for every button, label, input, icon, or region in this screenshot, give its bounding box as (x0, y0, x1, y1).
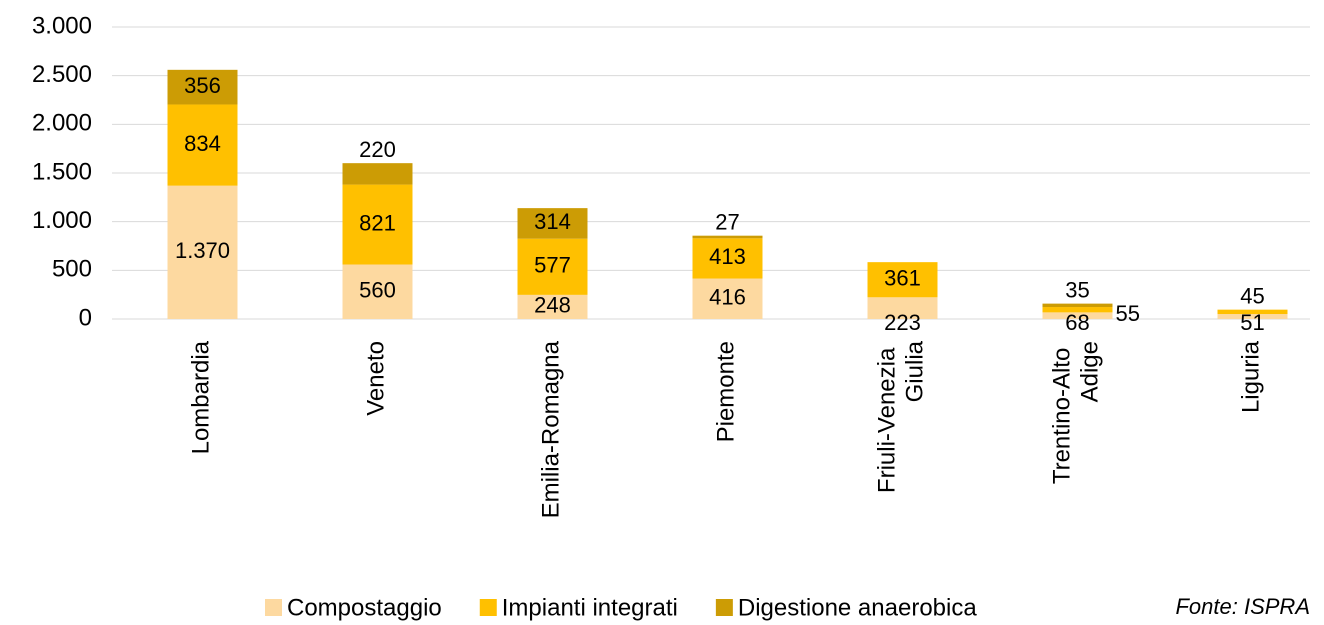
x-tick-label: Emilia-Romagna (538, 340, 565, 518)
data-label: 356 (184, 73, 221, 98)
bar-segment (1217, 314, 1288, 319)
bar-segment (1042, 303, 1113, 308)
bar-segment (167, 104, 238, 186)
data-label: 68 (1065, 310, 1089, 335)
x-tick-line: Piemonte (713, 341, 740, 442)
x-tick-line: Trentino-Alto (1049, 341, 1076, 484)
x-tick-label: Liguria (1238, 340, 1265, 413)
bar-segment (867, 262, 938, 298)
data-label: 220 (359, 137, 396, 162)
x-tick-label: Trentino-Alto Adige (1049, 341, 1104, 484)
y-tick-label: 1.500 (32, 158, 92, 185)
data-label: 834 (184, 131, 221, 156)
bar-segment (692, 235, 763, 239)
legend-swatch (479, 599, 497, 616)
x-tick-line: Adige (1077, 341, 1104, 402)
x-tick-label: Piemonte (713, 341, 740, 442)
bar-segment (1217, 309, 1288, 315)
bar-segment (692, 278, 763, 319)
bar-segment (517, 208, 588, 239)
y-tick-label: 1.000 (32, 207, 92, 234)
data-label: 413 (709, 244, 746, 269)
data-label: 35 (1065, 277, 1089, 302)
data-label: 27 (715, 209, 739, 234)
y-tick-label: 0 (79, 304, 92, 331)
x-tick-line: Veneto (363, 341, 390, 416)
data-label: 1.370 (175, 238, 230, 263)
bar-segment (1042, 307, 1113, 313)
x-tick-label: Veneto (363, 341, 390, 416)
legend-swatch (715, 599, 733, 616)
bar-segment (167, 69, 238, 105)
y-tick-label: 3.000 (32, 12, 92, 39)
legend-swatch (265, 599, 282, 616)
y-tick-label: 500 (52, 256, 92, 283)
data-label: 361 (884, 266, 921, 291)
x-tick-line: Liguria (1238, 340, 1265, 413)
bar-segment (517, 238, 588, 295)
legend-label: Digestione anaerobica (738, 594, 977, 621)
bar-segment (342, 184, 413, 265)
data-label: 821 (359, 210, 396, 235)
data-label: 314 (534, 209, 571, 234)
bar-segment (517, 294, 588, 319)
data-label: 45 (1240, 283, 1264, 308)
bar-segment (167, 185, 238, 319)
x-tick-line: Friuli-Venezia (874, 341, 901, 493)
data-label: 55 (1116, 301, 1140, 326)
source-note: Fonte: ISPRA (1175, 594, 1310, 619)
data-label: 223 (884, 310, 921, 335)
y-tick-label: 2.000 (32, 110, 92, 137)
legend-label: Impianti integrati (502, 594, 678, 621)
data-label: 416 (709, 285, 746, 310)
x-tick-line: Emilia-Romagna (538, 340, 565, 518)
bar-segment (1042, 312, 1113, 319)
x-tick-line: Lombardia (188, 340, 215, 454)
data-label: 560 (359, 278, 396, 303)
legend-label: Compostaggio (287, 594, 442, 621)
data-label: 248 (534, 293, 571, 318)
x-tick-label: Friuli-Venezia Giulia (874, 340, 929, 493)
bar-segment (692, 238, 763, 279)
y-tick-label: 2.500 (32, 61, 92, 88)
bar-segment (867, 297, 938, 319)
bar-segment (342, 163, 413, 185)
data-label: 577 (534, 253, 571, 278)
x-tick-label: Lombardia (188, 340, 215, 454)
x-tick-line: Giulia (902, 340, 929, 402)
bar-segment (342, 264, 413, 319)
